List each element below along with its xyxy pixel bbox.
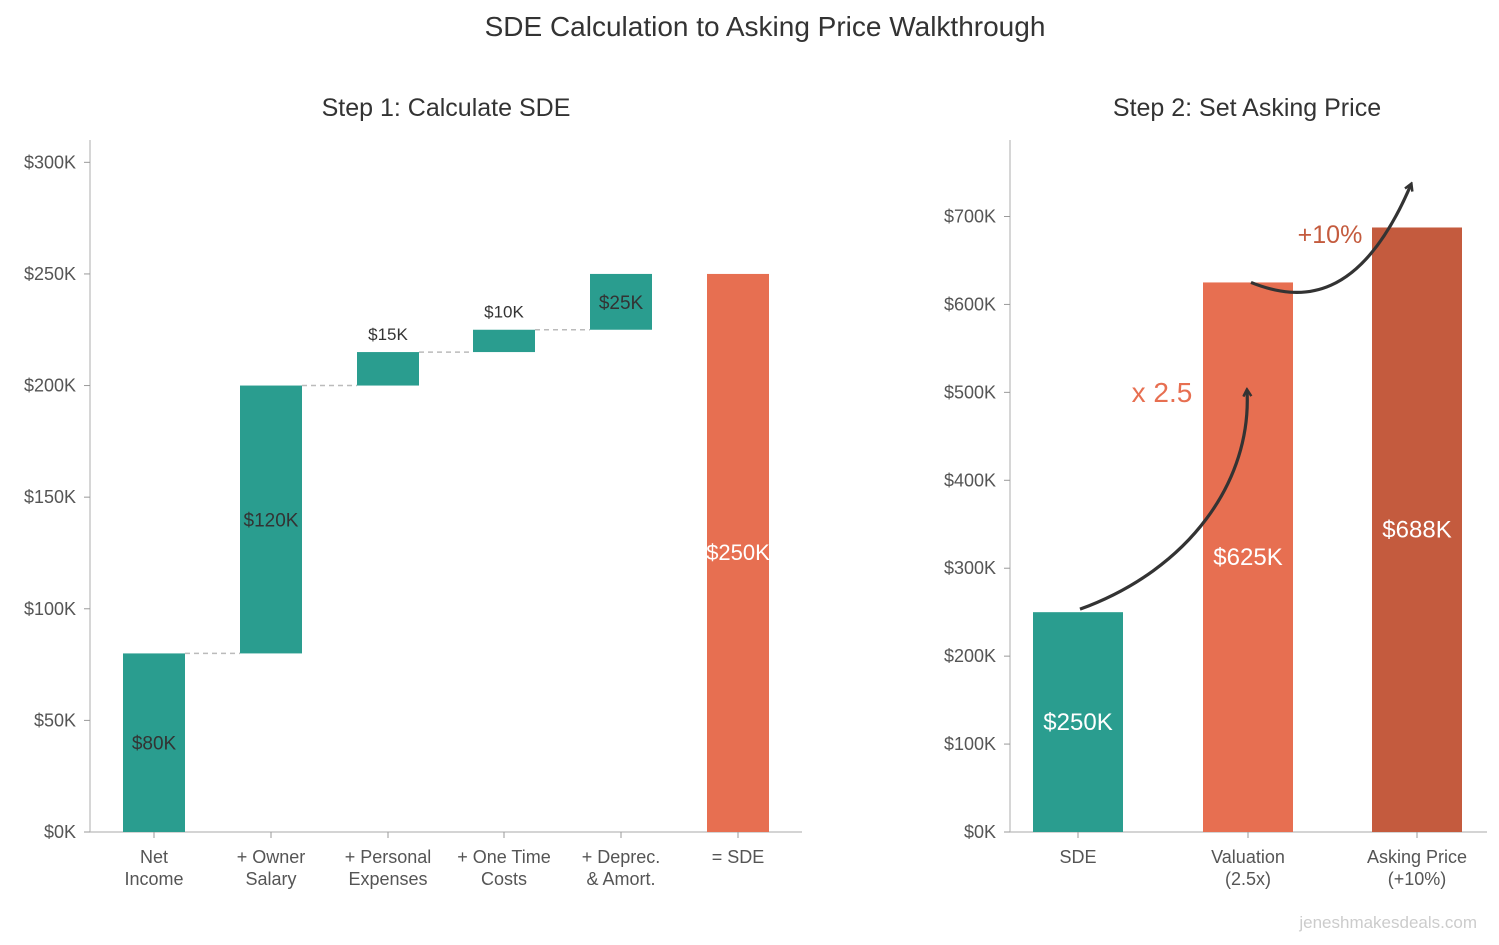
chart1-data-label: $250K [706,540,770,565]
chart1-bar [590,273,652,330]
chart2-plot: $0K $100K $200K $300K $400K $500K $600K $700K $2… [944,140,1487,889]
chart1-ytick-label: $100K [24,599,76,619]
chart2-xtick-label: Valuation [1211,847,1285,867]
chart2-ytick-label: $200K [944,646,996,666]
chart1-data-label: $120K [244,510,299,531]
suptitle: SDE Calculation to Asking Price Walkthro… [485,11,1046,42]
chart1-ytick-label: $300K [24,152,76,172]
chart1-xtick-label: Income [124,869,183,889]
chart1-xtick-label: + One Time [457,847,551,867]
chart2-ytick-label: $100K [944,734,996,754]
chart1-xtick-label: Net [140,847,168,867]
chart1-xtick-label: + Owner [237,847,306,867]
markup-arrow [1250,184,1411,294]
chart1-title: Step 1: Calculate SDE [322,94,571,122]
chart2-ytick-label: $400K [944,470,996,490]
chart1-bar [123,653,185,832]
multiply-annotation: x 2.5 [1132,377,1193,408]
chart1-xtick-label: + Personal [345,847,432,867]
chart1-data-label: $15K [368,325,408,344]
chart2-ytick-label: $300K [944,558,996,578]
chart1-ytick-label: $200K [24,376,76,396]
chart1-xtick-label: Salary [245,869,296,889]
chart2-xtick-label: (2.5x) [1225,869,1271,889]
chart1-xtick-label: + Deprec. [582,847,661,867]
markup-annotation: +10% [1298,221,1363,249]
chart1-ytick-label: $0K [44,822,76,842]
chart2-data-label: $625K [1213,544,1282,571]
chart1-bar [473,329,535,353]
chart1-bar [357,352,419,386]
multiply-arrow [1079,390,1247,611]
chart2-xtick-label: Asking Price [1367,847,1467,867]
chart2-bar [1203,282,1293,833]
chart1-bar [707,273,769,832]
chart2-bar [1372,227,1462,832]
chart2-ytick-label: $700K [944,206,996,226]
chart1-ytick-label: $150K [24,487,76,507]
chart1-ytick-label: $250K [24,264,76,284]
chart2-title: Step 2: Set Asking Price [1113,94,1381,122]
chart2-ytick-label: $0K [964,822,996,842]
chart2-xtick-label: (+10%) [1388,869,1447,889]
chart2-ytick-label: $500K [944,382,996,402]
chart1-data-label: $10K [484,303,524,322]
chart1-ytick-label: $50K [34,710,76,730]
chart1-plot: $0K $50K $100K $150K $200K $250K $300K $80K NetI… [24,140,802,889]
chart1-xtick-label: Expenses [348,869,427,889]
chart1-xtick-label: & Amort. [586,869,655,889]
chart2-ytick-label: $600K [944,294,996,314]
chart1-data-label: $80K [132,734,177,755]
chart2-data-label: $688K [1382,517,1451,544]
chart1-data-label: $25K [599,293,644,314]
chart2-bar [1033,612,1123,832]
chart2-data-label: $250K [1043,709,1112,736]
watermark: jeneshmakesdeals.com [1298,913,1477,932]
chart1-bar [240,385,302,654]
chart2-xtick-label: SDE [1059,847,1096,867]
chart1-xtick-label: = SDE [712,847,765,867]
chart1-xtick-label: Costs [481,869,527,889]
